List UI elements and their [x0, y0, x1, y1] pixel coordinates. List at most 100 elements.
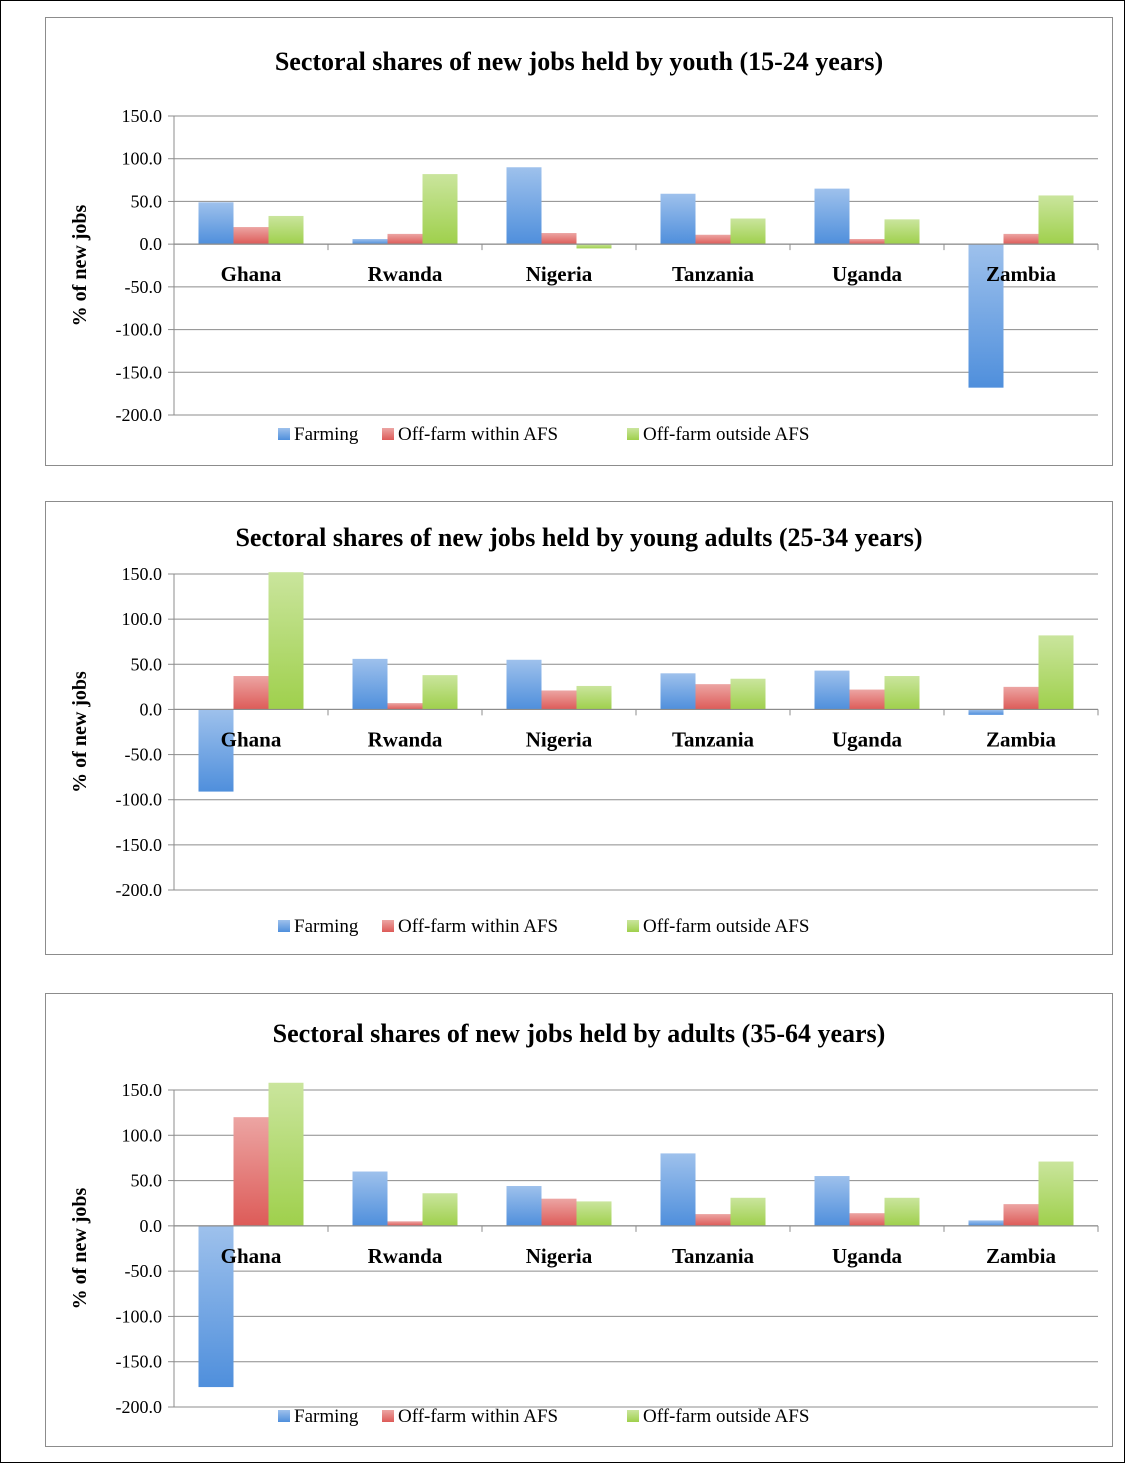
- bar-off-farm-within-afs-ghana: [233, 1117, 269, 1226]
- bar-off-farm-outside-afs-uganda: [884, 676, 920, 710]
- bar-off-farm-outside-afs-rwanda: [422, 675, 458, 710]
- category-label: Ghana: [221, 727, 282, 751]
- category-label: Nigeria: [526, 727, 593, 751]
- category-label: Zambia: [986, 262, 1057, 286]
- chart-panel-young-adults: Sectoral shares of new jobs held by youn…: [45, 501, 1113, 955]
- bar-off-farm-outside-afs-tanzania: [730, 678, 766, 710]
- y-axis-label: % of new jobs: [69, 204, 91, 326]
- y-axis-label: % of new jobs: [69, 1187, 91, 1309]
- legend-swatch-farming: [278, 428, 290, 440]
- bar-farming-uganda: [814, 670, 850, 710]
- bar-farming-nigeria: [506, 167, 542, 245]
- bar-off-farm-within-afs-nigeria: [541, 1198, 577, 1226]
- bar-farming-zambia: [968, 709, 1004, 715]
- bar-farming-rwanda: [352, 239, 388, 245]
- legend-label-off-farm-within-afs: Off-farm within AFS: [398, 916, 558, 937]
- chart-young-adults: Sectoral shares of new jobs held by youn…: [69, 523, 1099, 937]
- bar-off-farm-within-afs-zambia: [1003, 686, 1039, 710]
- bar-off-farm-within-afs-uganda: [849, 239, 885, 245]
- bar-off-farm-outside-afs-rwanda: [422, 1193, 458, 1226]
- bar-off-farm-within-afs-rwanda: [387, 233, 423, 245]
- bar-off-farm-within-afs-uganda: [849, 689, 885, 710]
- y-tick-label: 0.0: [140, 234, 163, 254]
- y-tick-label: 150.0: [122, 106, 163, 126]
- y-tick-label: 100.0: [122, 609, 163, 629]
- legend-swatch-off-farm-outside-afs: [627, 1410, 639, 1422]
- bar-off-farm-within-afs-uganda: [849, 1213, 885, 1226]
- bar-off-farm-within-afs-rwanda: [387, 703, 423, 710]
- bar-farming-tanzania: [660, 193, 696, 245]
- chart-adults: Sectoral shares of new jobs held by adul…: [69, 1019, 1099, 1427]
- bar-off-farm-outside-afs-nigeria: [576, 244, 612, 249]
- chart-panel-youth: Sectoral shares of new jobs held by yout…: [45, 17, 1113, 466]
- category-label: Uganda: [832, 262, 903, 286]
- y-tick-label: -150.0: [116, 835, 163, 855]
- y-tick-label: -50.0: [125, 277, 163, 297]
- y-tick-label: -200.0: [116, 405, 163, 425]
- bar-off-farm-within-afs-tanzania: [695, 684, 731, 710]
- legend-label-farming: Farming: [294, 916, 359, 937]
- y-tick-label: -150.0: [116, 362, 163, 382]
- y-tick-label: 100.0: [122, 1125, 163, 1145]
- bar-off-farm-within-afs-tanzania: [695, 1214, 731, 1226]
- y-tick-label: -100.0: [116, 790, 163, 810]
- y-axis-label: % of new jobs: [69, 671, 91, 793]
- bar-farming-zambia: [968, 1220, 1004, 1226]
- bar-off-farm-within-afs-nigeria: [541, 233, 577, 245]
- legend-swatch-off-farm-within-afs: [382, 1410, 394, 1422]
- legend-label-off-farm-within-afs: Off-farm within AFS: [398, 424, 558, 445]
- category-label: Tanzania: [672, 1244, 755, 1268]
- category-label: Zambia: [986, 727, 1057, 751]
- bar-off-farm-outside-afs-zambia: [1038, 635, 1074, 710]
- category-label: Nigeria: [526, 262, 593, 286]
- category-label: Rwanda: [368, 727, 443, 751]
- y-tick-label: -50.0: [125, 745, 163, 765]
- legend-swatch-farming: [278, 1410, 290, 1422]
- legend-swatch-off-farm-within-afs: [382, 428, 394, 440]
- bar-off-farm-outside-afs-tanzania: [730, 1197, 766, 1226]
- legend-swatch-off-farm-within-afs: [382, 920, 394, 932]
- bar-off-farm-within-afs-nigeria: [541, 690, 577, 710]
- y-tick-label: 150.0: [122, 564, 163, 584]
- y-tick-label: -100.0: [116, 320, 163, 340]
- legend-label-off-farm-outside-afs: Off-farm outside AFS: [643, 1406, 809, 1427]
- chart-youth: Sectoral shares of new jobs held by yout…: [69, 47, 1099, 445]
- y-tick-label: 0.0: [140, 1216, 163, 1236]
- bar-off-farm-within-afs-zambia: [1003, 1204, 1039, 1226]
- y-tick-label: -200.0: [116, 1397, 163, 1417]
- y-tick-label: 150.0: [122, 1080, 163, 1100]
- bar-off-farm-within-afs-ghana: [233, 227, 269, 245]
- bar-off-farm-outside-afs-uganda: [884, 219, 920, 245]
- category-label: Uganda: [832, 1244, 903, 1268]
- category-label: Uganda: [832, 727, 903, 751]
- bar-off-farm-outside-afs-zambia: [1038, 195, 1074, 245]
- y-tick-label: 100.0: [122, 149, 163, 169]
- bar-off-farm-within-afs-rwanda: [387, 1221, 423, 1226]
- legend-swatch-off-farm-outside-afs: [627, 428, 639, 440]
- category-label: Zambia: [986, 1244, 1057, 1268]
- bar-off-farm-outside-afs-nigeria: [576, 685, 612, 710]
- y-tick-label: -200.0: [116, 880, 163, 900]
- y-tick-label: -100.0: [116, 1306, 163, 1326]
- bar-off-farm-outside-afs-zambia: [1038, 1161, 1074, 1226]
- bar-farming-ghana: [198, 202, 234, 245]
- bar-off-farm-outside-afs-ghana: [268, 572, 304, 710]
- legend-label-farming: Farming: [294, 1406, 359, 1427]
- legend-label-off-farm-outside-afs: Off-farm outside AFS: [643, 424, 809, 445]
- bar-off-farm-within-afs-ghana: [233, 676, 269, 710]
- bar-off-farm-outside-afs-uganda: [884, 1197, 920, 1226]
- legend-label-off-farm-outside-afs: Off-farm outside AFS: [643, 916, 809, 937]
- legend-swatch-farming: [278, 920, 290, 932]
- y-tick-label: 50.0: [131, 654, 163, 674]
- y-tick-label: -150.0: [116, 1352, 163, 1372]
- bar-farming-rwanda: [352, 658, 388, 710]
- bar-off-farm-outside-afs-rwanda: [422, 174, 458, 245]
- bar-off-farm-outside-afs-ghana: [268, 215, 304, 245]
- bar-farming-tanzania: [660, 673, 696, 710]
- chart-title: Sectoral shares of new jobs held by yout…: [275, 47, 883, 76]
- bar-off-farm-within-afs-zambia: [1003, 233, 1039, 245]
- bar-farming-nigeria: [506, 1186, 542, 1226]
- legend-swatch-off-farm-outside-afs: [627, 920, 639, 932]
- y-tick-label: 0.0: [140, 699, 163, 719]
